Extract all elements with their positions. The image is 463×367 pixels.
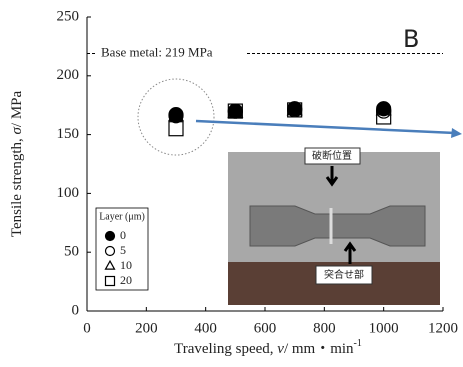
page: Traveling speed, v/ mm・min-1 Tensile str…	[0, 0, 463, 367]
chart: Traveling speed, v/ mm・min-1 Tensile str…	[0, 0, 463, 367]
x-label-part: Traveling speed,	[174, 341, 277, 357]
marker	[228, 104, 242, 118]
y-tick-label: 100	[57, 185, 80, 201]
x-tick-label: 1000	[369, 320, 399, 336]
legend-label: 10	[120, 258, 132, 272]
x-tick-label: 800	[313, 320, 336, 336]
marker	[169, 122, 183, 136]
marker	[169, 108, 183, 122]
y-tick-label: 150	[57, 126, 80, 142]
x-tick-label: 1200	[428, 320, 458, 336]
y-tick-label: 0	[72, 302, 80, 318]
x-tick-label: 200	[135, 320, 158, 336]
y-axis-label: Tensile strength, σ/ MPa	[9, 90, 25, 237]
legend-title: Layer (μm)	[99, 211, 145, 222]
y-tick-label: 250	[57, 8, 80, 24]
arrow-head	[451, 128, 462, 138]
x-label-part: -1	[354, 338, 362, 349]
x-label-part: / mm・min	[284, 341, 354, 357]
marker	[288, 102, 302, 116]
inset-label: 破断位置	[312, 149, 352, 162]
legend-label: 5	[120, 243, 126, 257]
y-tick-label: 50	[64, 244, 79, 260]
x-tick-label: 400	[194, 320, 217, 336]
legend-label: 0	[120, 228, 126, 242]
y-tick-label: 200	[57, 67, 80, 83]
panel-label: B	[403, 25, 419, 53]
reference-label: Base metal: 219 MPa	[101, 44, 213, 59]
inset-photo: 破断位置 突合せ部	[228, 148, 440, 305]
marker	[377, 102, 391, 116]
y-label-part: Tensile strength,	[9, 134, 25, 237]
y-label-part: / MPa	[9, 90, 25, 127]
x-tick-label: 600	[254, 320, 277, 336]
x-tick-label: 0	[83, 320, 91, 336]
legend-label: 20	[120, 273, 132, 287]
arrow	[196, 121, 455, 133]
x-axis-label: Traveling speed, v/ mm・min-1	[174, 338, 362, 357]
inset-label: 突合せ部	[324, 268, 364, 281]
marker	[106, 232, 115, 241]
